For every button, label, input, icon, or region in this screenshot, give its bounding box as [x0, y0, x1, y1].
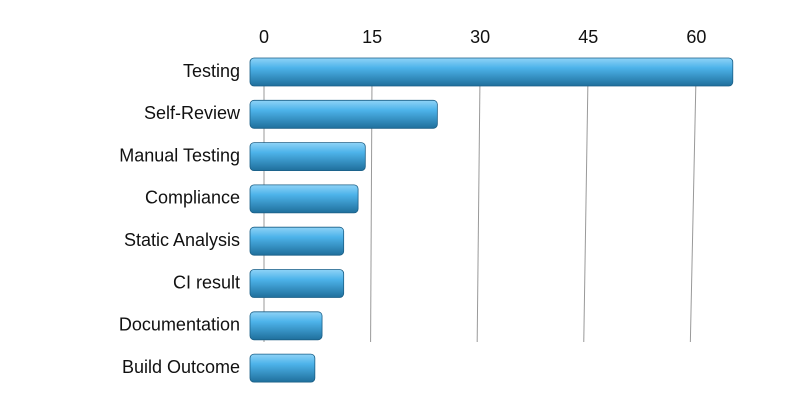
bar [249, 226, 345, 256]
y-tick-label: Testing [183, 61, 240, 81]
y-tick-label: Static Analysis [124, 230, 240, 250]
bar [249, 57, 734, 87]
bar [249, 142, 366, 172]
x-tick-label: 30 [470, 27, 490, 47]
y-tick-label: Self-Review [144, 103, 241, 123]
bar [249, 353, 316, 383]
grid-line [583, 59, 589, 343]
y-tick-label: Documentation [119, 315, 240, 335]
y-tick-label: Manual Testing [119, 145, 240, 165]
y-tick-label: CI result [173, 272, 240, 292]
y-tick-label: Compliance [145, 188, 240, 208]
x-tick-label: 45 [578, 27, 598, 47]
bar [249, 269, 345, 298]
bar [249, 99, 438, 129]
grid-line [476, 59, 481, 343]
bar [249, 184, 359, 214]
y-tick-label: Build Outcome [122, 357, 240, 377]
x-tick-label: 60 [686, 27, 706, 47]
x-tick-label: 15 [362, 27, 382, 47]
x-tick-label: 0 [259, 27, 269, 47]
grid-line [689, 59, 697, 343]
bar [249, 311, 323, 341]
